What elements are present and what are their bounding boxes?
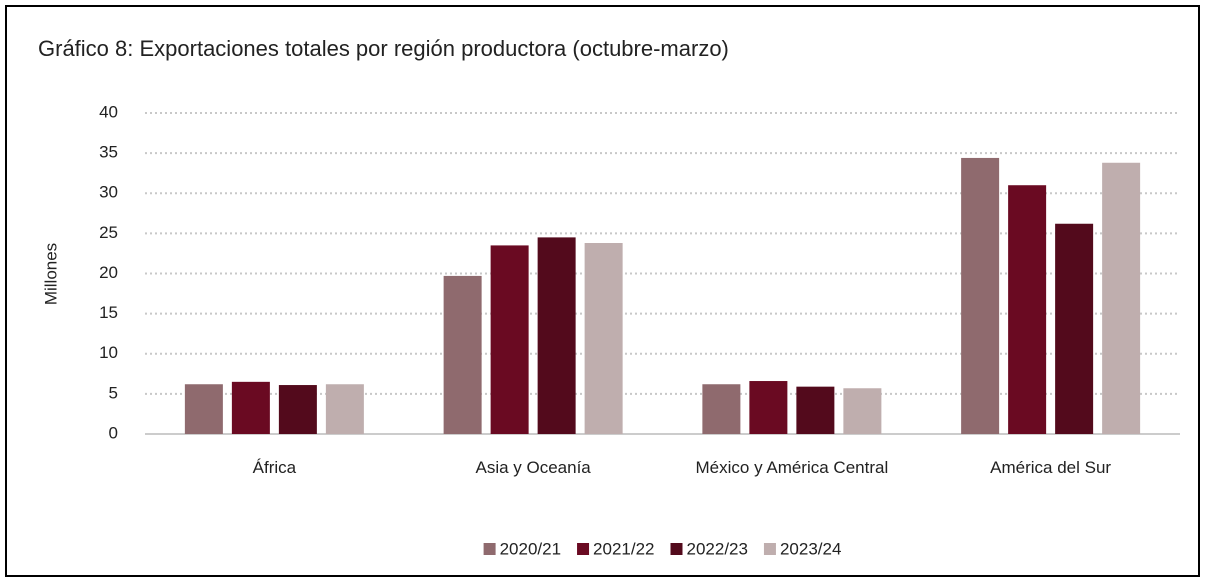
bar bbox=[443, 275, 482, 434]
legend-swatch bbox=[577, 543, 590, 555]
bar bbox=[231, 381, 270, 434]
x-tick-label-box: Asia y Oceanía bbox=[475, 458, 591, 477]
y-tick-label: 35 bbox=[99, 143, 118, 162]
bar bbox=[749, 381, 788, 434]
x-tick-label: América del Sur bbox=[990, 458, 1112, 477]
y-tick-label: 20 bbox=[99, 263, 118, 282]
x-tick-label-box: América del Sur bbox=[990, 458, 1112, 477]
y-tick-label: 40 bbox=[99, 102, 118, 121]
legend-label: 2020/21 bbox=[500, 539, 561, 558]
y-tick-label: 10 bbox=[99, 343, 118, 362]
bar bbox=[796, 386, 835, 434]
y-tick-label: 5 bbox=[109, 383, 118, 402]
x-tick-label: África bbox=[252, 458, 297, 477]
legend-label: 2022/23 bbox=[687, 539, 748, 558]
legend-swatch bbox=[483, 543, 496, 555]
legend-swatch bbox=[763, 543, 776, 555]
y-tick-label: 25 bbox=[99, 223, 118, 242]
bar bbox=[1008, 185, 1047, 434]
bar bbox=[490, 245, 529, 434]
bar bbox=[584, 243, 623, 434]
bar bbox=[278, 385, 317, 434]
bar bbox=[537, 237, 576, 434]
bar bbox=[702, 384, 741, 434]
legend-label: 2021/22 bbox=[593, 539, 654, 558]
bar bbox=[1055, 223, 1094, 434]
chart-title: Gráfico 8: Exportaciones totales por reg… bbox=[38, 36, 729, 61]
bar bbox=[961, 157, 1000, 434]
y-tick-label: 30 bbox=[99, 183, 118, 202]
bar bbox=[843, 388, 882, 434]
legend-swatch bbox=[670, 543, 683, 555]
legend: 2020/21 2021/22 2022/23 2023/24 bbox=[483, 539, 841, 558]
y-tick-label: 15 bbox=[99, 303, 118, 322]
y-axis-label: Millones bbox=[41, 243, 60, 305]
legend-label: 2023/24 bbox=[780, 539, 841, 558]
bar bbox=[325, 384, 364, 434]
y-tick-label: 0 bbox=[109, 423, 118, 442]
x-tick-label-box: México y América Central bbox=[695, 458, 889, 477]
x-tick-label: Asia y Oceanía bbox=[475, 458, 591, 477]
bar bbox=[1102, 162, 1141, 434]
x-tick-label-box: África bbox=[252, 458, 297, 477]
x-tick-label: México y América Central bbox=[695, 458, 889, 477]
bar bbox=[184, 384, 223, 434]
